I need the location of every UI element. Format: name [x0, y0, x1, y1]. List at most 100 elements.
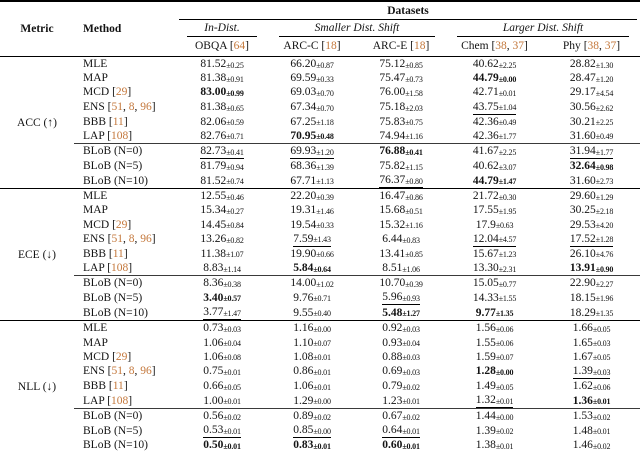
citation-link[interactable]: 38 [587, 40, 600, 52]
citation-link[interactable]: 11 [112, 115, 124, 128]
value-cell: 9.55±0.40 [268, 305, 356, 321]
value-std: ±0.99 [226, 88, 244, 98]
table-row: MAP 15.34±0.27 19.31±1.46 15.68±0.51 17.55±1… [0, 203, 640, 217]
method-name: ENS [83, 101, 105, 113]
method-name: BBB [83, 247, 107, 260]
citation-link[interactable]: 29 [115, 350, 128, 363]
citation-link[interactable]: 108 [111, 129, 129, 142]
citation-link[interactable]: 51 [111, 233, 123, 246]
value-cell: 1.39±0.02 [446, 423, 543, 438]
value-std: ±0.33 [316, 74, 334, 84]
value-std: ±0.02 [592, 412, 611, 422]
value-with-std: 1.29±0.00 [293, 395, 331, 408]
citation-link[interactable]: 11 [112, 380, 124, 393]
method-name: MCD [83, 218, 110, 231]
method-name: BLoB (N=5) [83, 160, 143, 173]
value-std: ±1.23 [498, 250, 517, 260]
citation-link[interactable]: 29 [115, 86, 128, 99]
value-mean: 5.96 [382, 291, 403, 304]
citation-link[interactable]: 37 [512, 40, 525, 52]
column-header: OBQA [64] [194, 40, 249, 52]
citation-link[interactable]: 18 [413, 40, 426, 52]
value-std: ±0.77 [498, 279, 517, 289]
metric-label: ACC (↑) [0, 55, 74, 189]
value-cell: 43.75±1.04 [446, 100, 543, 115]
value-with-std: 1.36±0.01 [573, 395, 611, 408]
value-mean: 17.52 [569, 232, 596, 245]
value-std: ±1.35 [595, 309, 614, 319]
citation-link[interactable]: 8 [128, 365, 135, 378]
value-cell: 1.28±0.00 [446, 364, 543, 379]
value-cell: 1.16±0.00 [268, 320, 356, 336]
value-mean: 1.16 [293, 322, 314, 335]
value-mean: 30.25 [569, 204, 596, 217]
value-std: ±0.84 [226, 221, 244, 231]
method-label: MLE [74, 188, 176, 204]
value-std: ±0.40 [313, 309, 331, 319]
value-std: ±1.46 [316, 206, 334, 216]
header-row-datasets: Metric Method Datasets [0, 1, 640, 35]
value-with-std: 5.84±0.64 [293, 262, 331, 275]
value-mean: 75.18 [379, 101, 406, 113]
value-cell: 16.47±0.86 [356, 188, 446, 204]
table-row: BLoB (N=5) 0.53±0.01 0.85±0.00 0.64±0.01 1.3… [0, 423, 640, 439]
value-with-std: 29.17±4.54 [570, 86, 613, 99]
citation-link[interactable]: 11 [112, 247, 124, 260]
value-mean: 0.69 [382, 365, 403, 378]
method-name: BLoB (N=10) [83, 439, 148, 451]
value-with-std: 31.60±0.49 [570, 130, 613, 143]
value-mean: 1.67 [572, 350, 593, 363]
value-with-std: 19.54±0.33 [290, 219, 333, 232]
citation-link[interactable]: 38 [495, 40, 507, 52]
group-header-rule: Smaller Dist. Shift [279, 20, 435, 37]
method-name: BLoB (N=10) [83, 174, 148, 187]
metric-label: NLL (↓) [0, 320, 74, 451]
value-mean: 1.55 [475, 336, 496, 349]
value-cell: 1.46±0.02 [543, 438, 640, 451]
value-cell: 31.94±1.77 [543, 143, 640, 160]
citation-link[interactable]: 108 [111, 262, 129, 275]
value-std: ±0.27 [226, 206, 244, 216]
value-cell: 21.72±0.30 [446, 188, 543, 204]
method-column-header: Method [83, 23, 122, 35]
table-row: ENS [51, 8, 96] 0.75±0.01 0.86±0.01 0.69±0.… [0, 364, 640, 380]
citation-link[interactable]: 18 [325, 40, 337, 52]
citation-link[interactable]: 64 [233, 40, 246, 52]
value-mean: 30.21 [569, 115, 596, 128]
value-with-std: 8.36±0.38 [203, 277, 241, 290]
value-std: ±1.27 [402, 309, 420, 319]
value-std: ±4.20 [595, 221, 614, 231]
value-cell: 1.36±0.01 [543, 393, 640, 409]
method-label: ENS [51, 8, 96] [83, 233, 156, 246]
table-row: ACC (↑) MLE 81.52±0.25 66.20±0.87 75.12±0.85… [0, 55, 640, 189]
value-cell: 69.93±1.20 [268, 143, 356, 160]
citation-link[interactable]: 37 [604, 40, 617, 52]
citation-link[interactable]: 29 [115, 218, 128, 231]
value-with-std: 42.71±0.01 [473, 86, 516, 99]
citation-link[interactable]: 96 [140, 233, 152, 246]
value-with-std: 9.76±0.71 [293, 292, 331, 305]
table-body: ACC (↑) MLE 81.52±0.25 66.20±0.87 75.12±0.85… [0, 55, 640, 451]
citation-link[interactable]: 51 [111, 101, 123, 113]
value-mean: 6.44 [382, 233, 403, 246]
value-mean: 1.06 [203, 350, 224, 363]
value-with-std: 81.52±0.74 [200, 175, 243, 188]
value-mean: 1.10 [293, 336, 314, 349]
value-mean: 42.71 [472, 86, 499, 99]
citation-link[interactable]: 51 [111, 365, 123, 378]
citation-link[interactable]: 8 [128, 233, 135, 246]
value-with-std: 13.26±0.82 [200, 233, 243, 246]
method-label: MLE [74, 56, 176, 72]
value-std: ±4.76 [595, 250, 614, 260]
value-cell: 1.32±0.01 [446, 393, 543, 409]
table-row: ENS [51, 8, 96] 13.26±0.82 7.59±1.43 6.44±0… [0, 232, 640, 247]
citation-link[interactable]: 96 [140, 365, 152, 378]
citation-link[interactable]: 8 [128, 101, 135, 113]
citation-link[interactable]: 108 [111, 394, 129, 407]
value-cell: 1.06±0.04 [176, 336, 268, 350]
value-std: ±0.00 [313, 324, 331, 334]
value-cell: 1.06±0.08 [176, 350, 268, 364]
citation-link[interactable]: 96 [140, 101, 152, 113]
value-std: ±0.01 [223, 397, 241, 407]
value-std: ±3.07 [498, 162, 517, 172]
